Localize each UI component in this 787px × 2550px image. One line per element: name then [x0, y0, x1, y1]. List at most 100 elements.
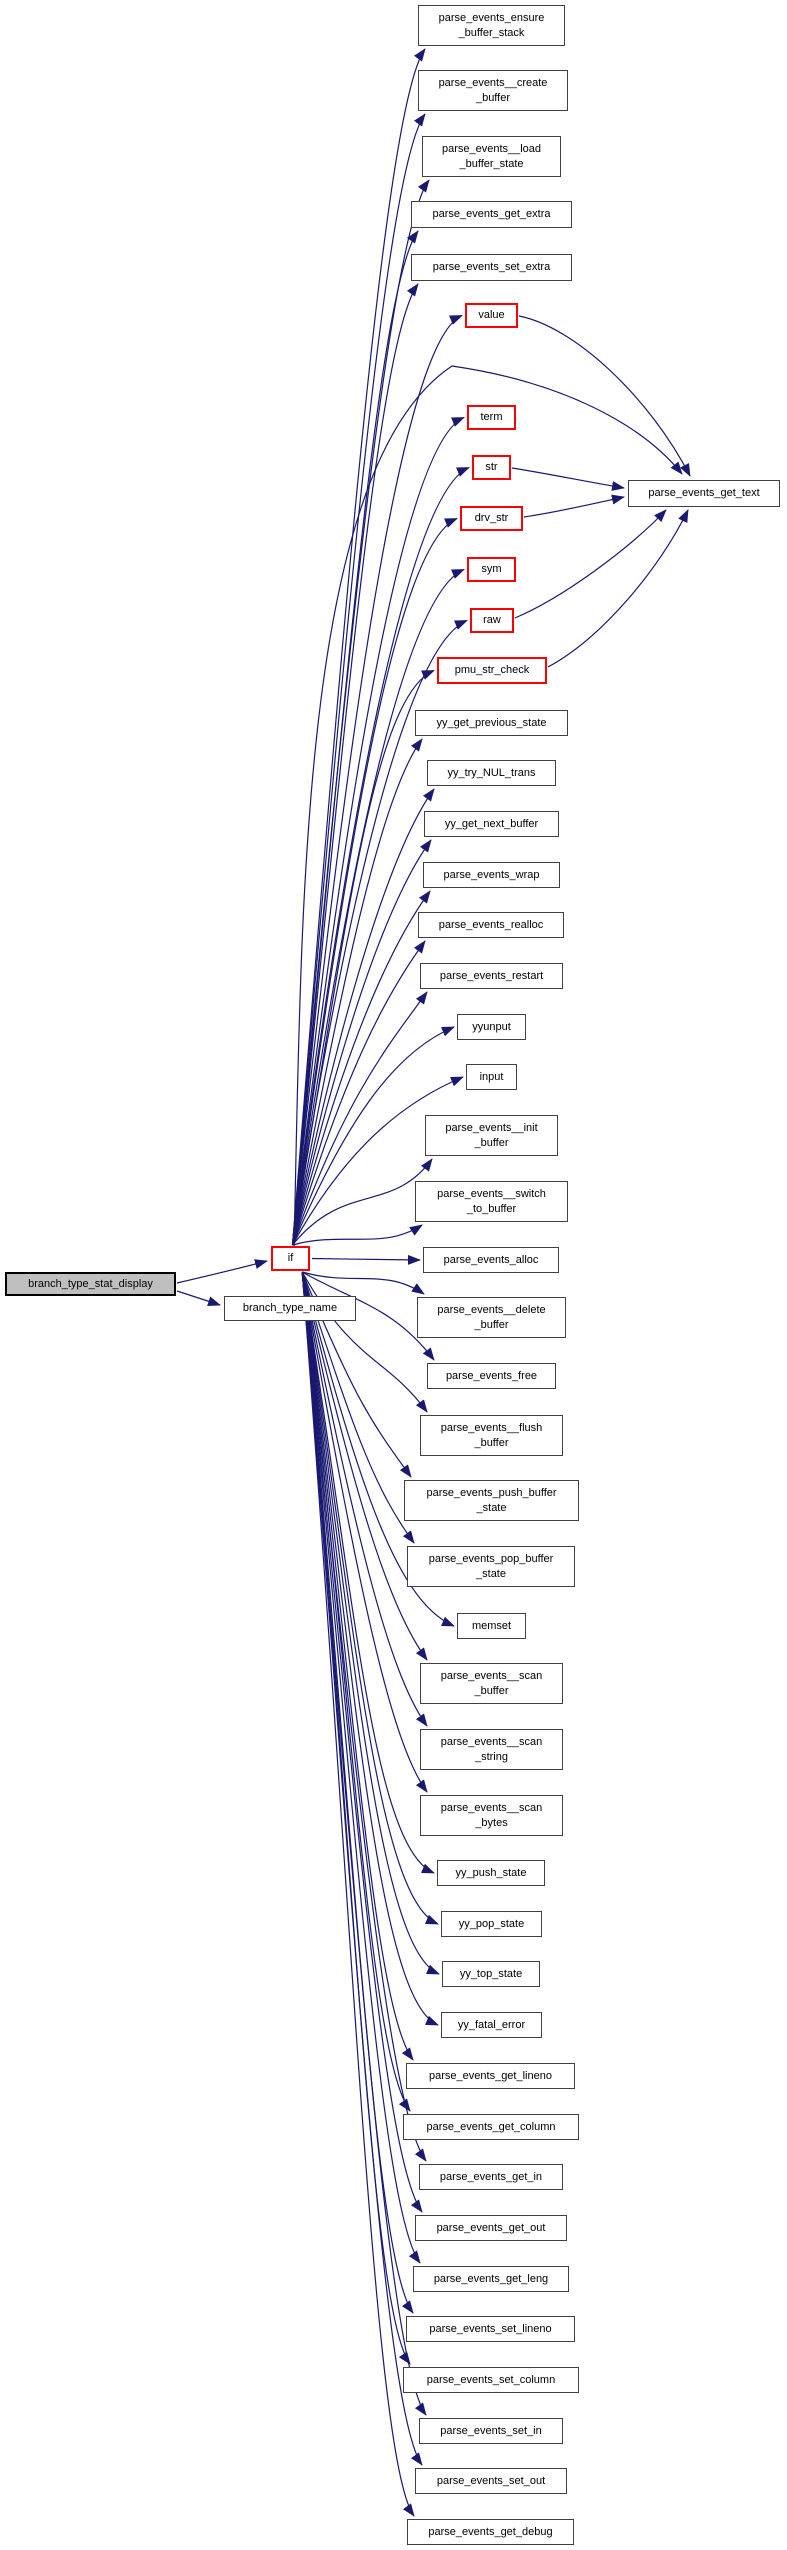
edge-if-to-parse_events_restart	[291, 991, 428, 1246]
graph-node-parse_events__scan_buffer[interactable]: parse_events__scan _buffer	[420, 1663, 563, 1704]
graph-node-label: parse_events_push_buffer _state	[426, 1487, 557, 1514]
edge-if-to-parse_events__init_buffer	[292, 1158, 433, 1246]
graph-node-parse_events_get_leng[interactable]: parse_events_get_leng	[413, 2266, 569, 2292]
graph-node-yyunput[interactable]: yyunput	[457, 1014, 526, 1040]
edge-branch_type_stat_display-to-if	[176, 1259, 268, 1284]
graph-node-label: parse_events__scan _bytes	[440, 1802, 543, 1829]
graph-node-parse_events_get_extra[interactable]: parse_events_get_extra	[411, 201, 572, 228]
graph-node-yy_get_next_buffer[interactable]: yy_get_next_buffer	[424, 811, 559, 837]
edge-if-to-parse_events_get_lineno	[301, 1271, 414, 2061]
graph-node-parse_events__switch_to_buffer[interactable]: parse_events__switch _to_buffer	[415, 1181, 568, 1222]
graph-node-parse_events_get_text[interactable]: parse_events_get_text	[628, 480, 780, 507]
graph-node-parse_events_pop_buffer_state[interactable]: parse_events_pop_buffer _state	[407, 1546, 575, 1587]
edge-if-to-yy_try_NUL_trans	[291, 788, 435, 1246]
graph-node-str[interactable]: str	[472, 455, 511, 480]
graph-node-label: yyunput	[472, 1020, 511, 1033]
edge-str-to-parse_events_get_text	[511, 467, 625, 491]
graph-node-parse_events_realloc[interactable]: parse_events_realloc	[418, 912, 564, 938]
graph-node-parse_events_alloc[interactable]: parse_events_alloc	[423, 1247, 559, 1273]
graph-node-label: parse_events__scan _buffer	[440, 1670, 543, 1697]
edge-drv_str-to-parse_events_get_text	[523, 494, 625, 518]
graph-node-parse_events__flush_buffer[interactable]: parse_events__flush _buffer	[420, 1415, 563, 1456]
graph-node-input[interactable]: input	[466, 1064, 517, 1090]
graph-node-memset[interactable]: memset	[457, 1613, 526, 1639]
edge-if-to-yy_get_previous_state	[291, 738, 423, 1246]
graph-node-drv_str[interactable]: drv_str	[460, 506, 523, 531]
graph-node-parse_events_wrap[interactable]: parse_events_wrap	[423, 862, 560, 888]
graph-node-label: branch_type_stat_display	[28, 1277, 153, 1290]
edge-if-to-parse_events_get_out	[301, 1271, 423, 2213]
graph-node-label: parse_events_set_column	[426, 2373, 556, 2386]
edge-if-to-memset	[301, 1271, 455, 1627]
graph-node-label: sym	[481, 563, 502, 576]
graph-node-label: str	[485, 461, 498, 474]
graph-node-yy_push_state[interactable]: yy_push_state	[437, 1860, 545, 1886]
graph-node-parse_events_get_lineno[interactable]: parse_events_get_lineno	[406, 2063, 575, 2089]
graph-node-label: parse_events_realloc	[438, 918, 544, 931]
graph-node-parse_events_set_column[interactable]: parse_events_set_column	[403, 2367, 579, 2393]
graph-node-term[interactable]: term	[467, 405, 516, 430]
graph-node-parse_events_push_buffer_state[interactable]: parse_events_push_buffer _state	[404, 1480, 579, 1521]
edge-if-to-parse_events_get_debug	[301, 1271, 415, 2517]
graph-node-parse_events_set_out[interactable]: parse_events_set_out	[415, 2468, 567, 2494]
graph-node-parse_events__delete_buffer[interactable]: parse_events__delete _buffer	[417, 1297, 566, 1338]
graph-node-parse_events_get_column[interactable]: parse_events_get_column	[403, 2114, 579, 2140]
graph-node-parse_events__init_buffer[interactable]: parse_events__init _buffer	[425, 1115, 558, 1156]
graph-node-yy_fatal_error[interactable]: yy_fatal_error	[441, 2012, 542, 2038]
graph-node-parse_events_restart[interactable]: parse_events_restart	[420, 963, 563, 989]
graph-node-label: parse_events_get_text	[648, 487, 760, 500]
graph-node-parse_events__scan_bytes[interactable]: parse_events__scan _bytes	[420, 1795, 563, 1836]
edge-if-to-yy_top_state	[301, 1271, 440, 1975]
graph-node-parse_events_ensure_buffer_stack[interactable]: parse_events_ensure _buffer_stack	[418, 5, 565, 46]
graph-node-label: parse_events_get_extra	[432, 208, 551, 221]
graph-node-raw[interactable]: raw	[470, 608, 514, 633]
graph-node-pmu_str_check[interactable]: pmu_str_check	[437, 657, 547, 684]
graph-node-yy_get_previous_state[interactable]: yy_get_previous_state	[415, 710, 568, 736]
graph-node-label: parse_events__load _buffer_state	[441, 143, 542, 170]
graph-node-parse_events_set_in[interactable]: parse_events_set_in	[419, 2418, 563, 2444]
graph-node-label: parse_events__scan _string	[440, 1736, 543, 1763]
edge-if-to-parse_events_pop_buffer_state	[301, 1271, 415, 1544]
graph-node-parse_events__load_buffer_state[interactable]: parse_events__load _buffer_state	[422, 136, 561, 177]
graph-node-if[interactable]: if	[271, 1246, 310, 1271]
graph-node-label: parse_events_set_extra	[432, 261, 551, 274]
edge-if-to-parse_events_wrap	[291, 890, 431, 1246]
edge-if-to-parse_events_set_out	[301, 1271, 423, 2466]
graph-node-label: parse_events_free	[445, 1369, 538, 1382]
edge-if-to-yy_push_state	[301, 1271, 435, 1874]
graph-node-label: parse_events_restart	[439, 969, 544, 982]
graph-node-yy_pop_state[interactable]: yy_pop_state	[441, 1911, 542, 1937]
graph-node-parse_events_free[interactable]: parse_events_free	[427, 1363, 556, 1389]
graph-node-yy_top_state[interactable]: yy_top_state	[442, 1961, 540, 1987]
edge-if-to-parse_events_get_text	[293, 365, 683, 1247]
graph-node-parse_events_get_debug[interactable]: parse_events_get_debug	[407, 2519, 574, 2545]
edge-raw-to-parse_events_get_text	[514, 509, 667, 619]
graph-node-label: yy_top_state	[459, 1967, 523, 1980]
graph-node-label: yy_pop_state	[458, 1917, 525, 1930]
edge-value-to-parse_events_get_text	[518, 315, 691, 477]
edge-if-to-yyunput	[291, 1026, 455, 1246]
graph-node-parse_events_set_extra[interactable]: parse_events_set_extra	[411, 254, 572, 281]
graph-node-label: term	[480, 411, 503, 424]
graph-node-label: drv_str	[474, 512, 509, 525]
graph-node-label: parse_events_alloc	[443, 1253, 539, 1266]
graph-node-value[interactable]: value	[465, 303, 518, 328]
graph-node-branch_type_name[interactable]: branch_type_name	[224, 1296, 356, 1321]
graph-node-label: input	[479, 1070, 504, 1083]
graph-node-yy_try_NUL_trans[interactable]: yy_try_NUL_trans	[427, 760, 556, 786]
graph-node-parse_events__create_buffer[interactable]: parse_events__create _buffer	[418, 70, 568, 111]
edge-if-to-str	[291, 466, 470, 1246]
graph-node-parse_events_get_out[interactable]: parse_events_get_out	[415, 2215, 567, 2241]
graph-node-sym[interactable]: sym	[467, 557, 516, 582]
edge-if-to-parse_events_get_leng	[301, 1271, 421, 2264]
graph-node-label: value	[478, 309, 505, 322]
graph-node-label: parse_events_wrap	[443, 868, 540, 881]
edge-if-to-parse_events_set_in	[301, 1271, 427, 2416]
graph-node-label: parse_events__delete _buffer	[437, 1304, 546, 1331]
edge-if-to-parse_events_realloc	[291, 940, 426, 1246]
graph-node-parse_events_get_in[interactable]: parse_events_get_in	[419, 2164, 563, 2190]
graph-node-parse_events__scan_string[interactable]: parse_events__scan _string	[420, 1729, 563, 1770]
edge-if-to-yy_fatal_error	[301, 1271, 439, 2026]
graph-node-label: parse_events_set_lineno	[429, 2322, 552, 2335]
graph-node-parse_events_set_lineno[interactable]: parse_events_set_lineno	[406, 2316, 575, 2342]
